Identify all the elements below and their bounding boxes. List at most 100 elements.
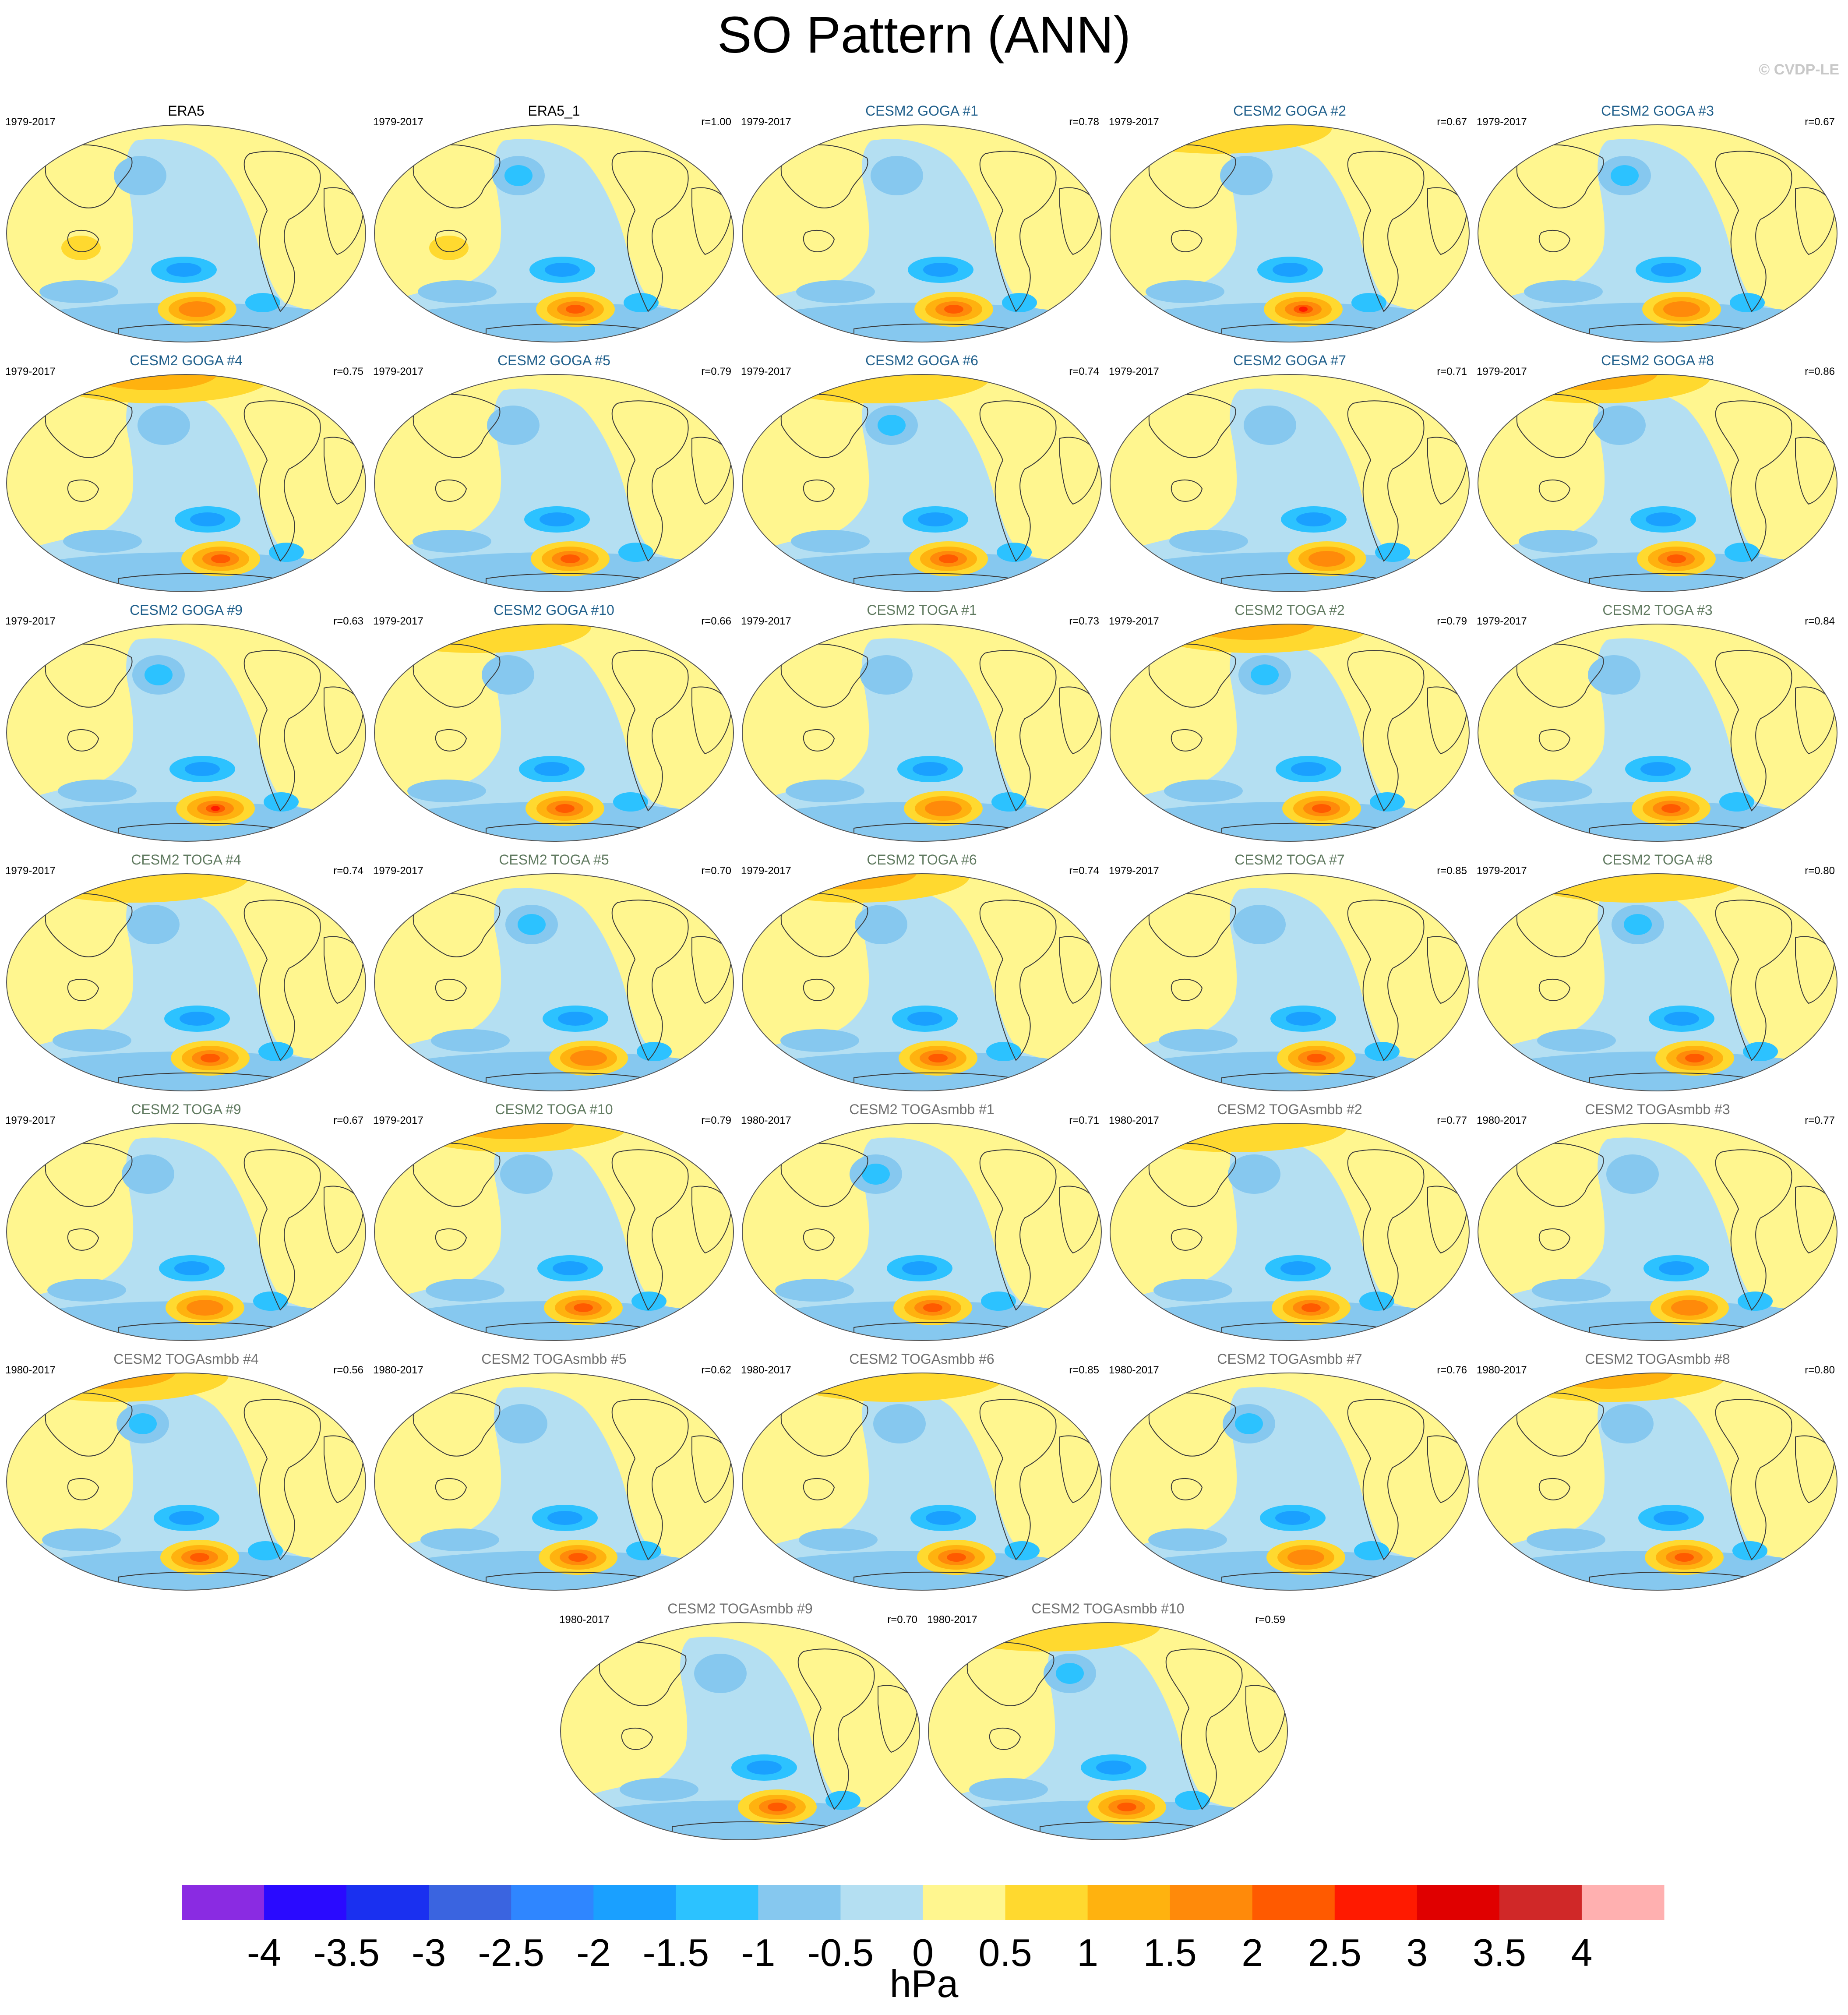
panel-title: CESM2 TOGAsmbb #6: [849, 1351, 995, 1367]
panel-correlation: r=0.74: [333, 865, 363, 877]
panel-years: 1979-2017: [1109, 366, 1159, 378]
map-panel: CESM2 GOGA #10 1979-2017 r=0.66: [372, 602, 736, 845]
panel-correlation: r=0.70: [887, 1614, 917, 1626]
panel-years: 1979-2017: [1477, 865, 1527, 877]
panel-years: 1979-2017: [1109, 865, 1159, 877]
panel-correlation: r=0.79: [701, 366, 731, 378]
map-panel: CESM2 TOGA #1 1979-2017 r=0.73: [740, 602, 1104, 845]
panel-correlation: r=0.67: [1437, 116, 1467, 128]
map-panel: CESM2 GOGA #7 1979-2017 r=0.71: [1108, 353, 1471, 596]
panel-correlation: r=0.85: [1437, 865, 1467, 877]
colorbar-tick-label: 1: [1077, 1931, 1098, 1974]
panel-title: CESM2 GOGA #5: [497, 353, 610, 368]
globe-map: [374, 1123, 734, 1341]
panel-correlation: r=0.67: [1805, 116, 1835, 128]
globe-map: [1478, 374, 1837, 592]
panel-years: 1980-2017: [1109, 1364, 1159, 1376]
panel-correlation: r=0.70: [701, 865, 731, 877]
colorbar-tick-label: 0: [912, 1931, 934, 1974]
panel-title: CESM2 TOGAsmbb #10: [1031, 1601, 1185, 1616]
panel-title: CESM2 TOGAsmbb #5: [481, 1351, 627, 1367]
map-panel: CESM2 GOGA #5 1979-2017 r=0.79: [372, 353, 736, 596]
panel-correlation: r=0.77: [1437, 1115, 1467, 1126]
map-panel: CESM2 TOGAsmbb #1 1980-2017 r=0.71: [740, 1101, 1104, 1345]
panel-title: CESM2 TOGAsmbb #7: [1217, 1351, 1362, 1367]
map-panel: CESM2 TOGA #2 1979-2017 r=0.79: [1108, 602, 1471, 845]
panel-years: 1979-2017: [373, 116, 423, 128]
colorbar-tick-label: 3: [1406, 1931, 1428, 1974]
panel-title: ERA5_1: [528, 103, 580, 119]
panel-title: CESM2 GOGA #4: [130, 353, 243, 368]
colorbar-tick-label: -3: [412, 1931, 446, 1974]
panel-title: CESM2 GOGA #3: [1601, 103, 1714, 119]
panel-title: CESM2 TOGAsmbb #4: [113, 1351, 259, 1367]
panel-title: CESM2 TOGA #7: [1234, 852, 1345, 868]
globe-map: [1110, 873, 1470, 1091]
colorbar-swatch: [923, 1885, 1006, 1920]
map-panel: CESM2 TOGAsmbb #6 1980-2017 r=0.85: [740, 1351, 1104, 1594]
panel-years: 1980-2017: [1477, 1364, 1527, 1376]
globe-map: [742, 124, 1102, 342]
globe-map: [374, 1373, 734, 1591]
map-panel: CESM2 TOGAsmbb #7 1980-2017 r=0.76: [1108, 1351, 1471, 1594]
panel-title: CESM2 TOGA #4: [131, 852, 241, 868]
map-panel: CESM2 TOGAsmbb #5 1980-2017 r=0.62: [372, 1351, 736, 1594]
panel-years: 1979-2017: [373, 366, 423, 378]
panel-years: 1980-2017: [927, 1614, 977, 1626]
map-panel: CESM2 TOGAsmbb #9 1980-2017 r=0.70: [558, 1601, 922, 1844]
map-panel: CESM2 TOGAsmbb #4 1980-2017 r=0.56: [4, 1351, 368, 1594]
panel-correlation: r=0.76: [1437, 1364, 1467, 1376]
globe-map: [1478, 124, 1837, 342]
colorbar-swatch: [1087, 1885, 1171, 1920]
colorbar-swatch: [840, 1885, 923, 1920]
panel-correlation: r=0.71: [1437, 366, 1467, 378]
colorbar-tick-label: 1.5: [1143, 1931, 1196, 1974]
panel-title: CESM2 GOGA #8: [1601, 353, 1714, 368]
panel-correlation: r=0.63: [333, 615, 363, 627]
panel-title: CESM2 GOGA #1: [865, 103, 978, 119]
colorbar-swatch: [429, 1885, 511, 1920]
panel-title: CESM2 GOGA #2: [1233, 103, 1346, 119]
panel-title: CESM2 TOGA #3: [1602, 602, 1713, 618]
globe-map: [1110, 1373, 1470, 1591]
colorbar-tick-label: 2.5: [1308, 1931, 1361, 1974]
panel-years: 1979-2017: [741, 865, 791, 877]
copyright-label: © CVDP-LE: [1759, 61, 1839, 78]
panel-correlation: r=0.59: [1255, 1614, 1285, 1626]
panel-title: ERA5: [168, 103, 205, 119]
globe-map: [6, 1373, 366, 1591]
panel-title: CESM2 TOGAsmbb #1: [849, 1101, 995, 1117]
panel-title: CESM2 TOGA #9: [131, 1101, 241, 1117]
panel-years: 1980-2017: [1109, 1115, 1159, 1126]
panel-years: 1979-2017: [1109, 116, 1159, 128]
map-panel: CESM2 GOGA #1 1979-2017 r=0.78: [740, 103, 1104, 346]
map-panel: CESM2 TOGA #5 1979-2017 r=0.70: [372, 852, 736, 1095]
globe-map: [374, 124, 734, 342]
globe-map: [1110, 624, 1470, 842]
globe-map: [742, 1373, 1102, 1591]
panel-years: 1980-2017: [1477, 1115, 1527, 1126]
panel-years: 1979-2017: [373, 865, 423, 877]
colorbar-tick-label: -2.5: [478, 1931, 544, 1974]
map-panel: CESM2 TOGAsmbb #10 1980-2017 r=0.59: [926, 1601, 1290, 1844]
panel-correlation: r=0.75: [333, 366, 363, 378]
panel-years: 1979-2017: [373, 1115, 423, 1126]
map-panel: CESM2 TOGA #8 1979-2017 r=0.80: [1476, 852, 1839, 1095]
colorbar-tick-label: -4: [247, 1931, 281, 1974]
globe-map: [6, 124, 366, 342]
map-panel: CESM2 TOGA #7 1979-2017 r=0.85: [1108, 852, 1471, 1095]
colorbar-tick-label: 2: [1241, 1931, 1263, 1974]
panel-correlation: r=0.74: [1069, 865, 1099, 877]
globe-map: [6, 1123, 366, 1341]
panel-years: 1979-2017: [5, 865, 56, 877]
panel-years: 1979-2017: [741, 366, 791, 378]
panel-years: 1980-2017: [5, 1364, 56, 1376]
panel-title: CESM2 TOGAsmbb #3: [1585, 1101, 1730, 1117]
globe-map: [6, 873, 366, 1091]
globe-map: [6, 624, 366, 842]
panel-title: CESM2 TOGA #8: [1602, 852, 1713, 868]
panel-years: 1979-2017: [741, 615, 791, 627]
panel-correlation: r=1.00: [701, 116, 731, 128]
globe-map: [742, 1123, 1102, 1341]
